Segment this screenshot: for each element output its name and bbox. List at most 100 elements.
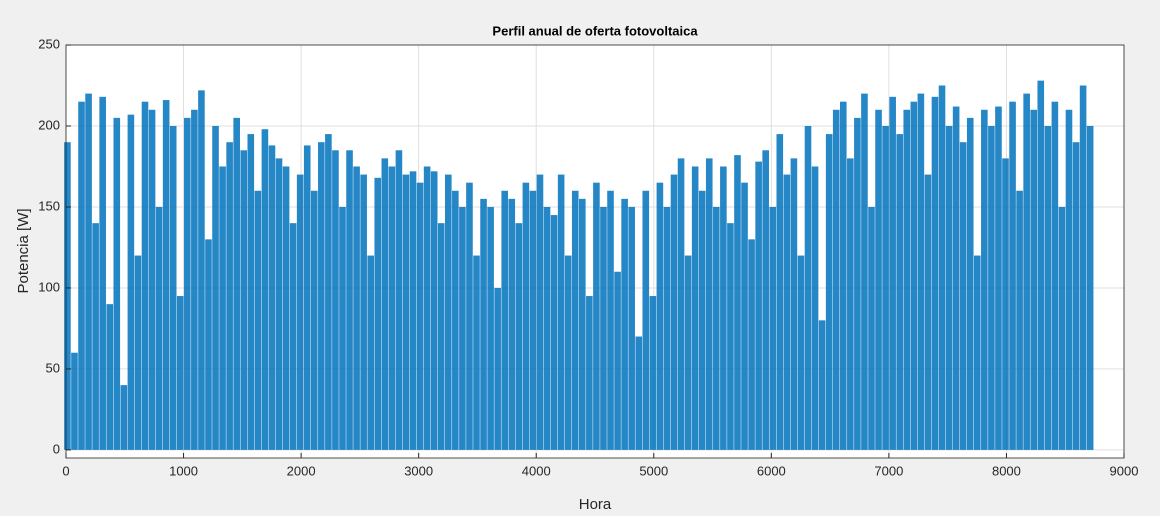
y-axis-label: Potencia [W] [15,208,32,293]
stem [557,174,565,450]
stem [444,174,452,450]
stem [423,166,431,450]
stem [776,134,784,450]
stem [684,255,692,450]
x-tick-label: 6000 [757,463,786,478]
stem [1072,142,1080,450]
stem [564,255,572,450]
stem [205,239,212,450]
stem [212,125,219,450]
x-tick-label: 4000 [522,463,551,478]
stem [818,320,826,450]
stem [1016,190,1023,450]
stem [677,158,685,450]
stem [120,385,128,450]
stem [515,223,523,450]
axes-box [65,44,1125,459]
stem [762,150,769,450]
stem [1079,85,1087,450]
stem [353,166,360,450]
stem [233,117,240,450]
stem [522,182,530,450]
stem [402,174,410,450]
stem [487,206,494,450]
x-tick-label: 5000 [639,463,668,478]
stem [875,109,882,450]
stem [191,109,198,450]
stem [148,109,156,450]
stem [198,90,205,450]
stem [741,182,748,450]
stem [839,101,847,450]
y-tick-label: 250 [38,36,60,51]
stem [868,206,875,450]
stem [854,117,861,450]
stems [64,80,1094,450]
stem [176,296,184,450]
stem [550,215,558,450]
stem [162,100,170,450]
stem [1044,125,1052,450]
x-tick-label: 9000 [1110,463,1139,478]
stem [579,198,586,450]
stem [811,166,819,450]
stem [254,190,262,450]
stem [734,155,741,450]
stem [663,206,671,450]
stem [473,255,480,450]
stem [1086,125,1094,450]
stem [452,190,459,450]
stem [494,287,501,450]
stem [374,177,382,450]
stem [797,255,805,450]
stem [959,142,967,450]
stem [635,336,643,450]
stem [1023,93,1030,450]
stem [1065,109,1073,450]
stem [713,206,720,450]
x-axis-label: Hora [579,496,612,513]
stem [219,166,226,450]
stem [92,223,99,450]
y-tick-label: 100 [38,279,60,294]
stem [155,206,163,450]
stem [536,174,544,450]
stem [628,206,635,450]
stem [720,166,727,450]
stem [339,206,346,450]
stem [586,296,593,450]
stem [832,109,840,450]
stem [924,174,932,450]
stem [360,174,367,450]
stem [289,223,297,450]
stem [1030,109,1038,450]
stem [931,96,939,450]
stem [790,158,798,450]
stem [409,171,417,450]
stem [381,158,389,450]
stem [303,145,311,450]
stem [705,158,713,450]
stem [698,190,706,450]
x-tick-label: 8000 [992,463,1021,478]
stem [261,129,269,450]
stem [395,150,403,450]
stem [1037,80,1045,450]
stem [600,206,607,450]
stem [480,198,487,450]
stem [106,304,114,450]
stem [543,206,551,450]
stem [910,101,918,450]
stem [437,223,445,450]
stem [127,114,135,450]
stem [593,182,600,450]
stem [529,190,537,450]
x-tick-label: 2000 [287,463,316,478]
y-tick-label: 50 [46,360,60,375]
stem [416,182,424,450]
x-tick-label: 3000 [404,463,433,478]
stem [275,158,283,450]
stem [804,125,812,450]
stem [614,271,621,450]
